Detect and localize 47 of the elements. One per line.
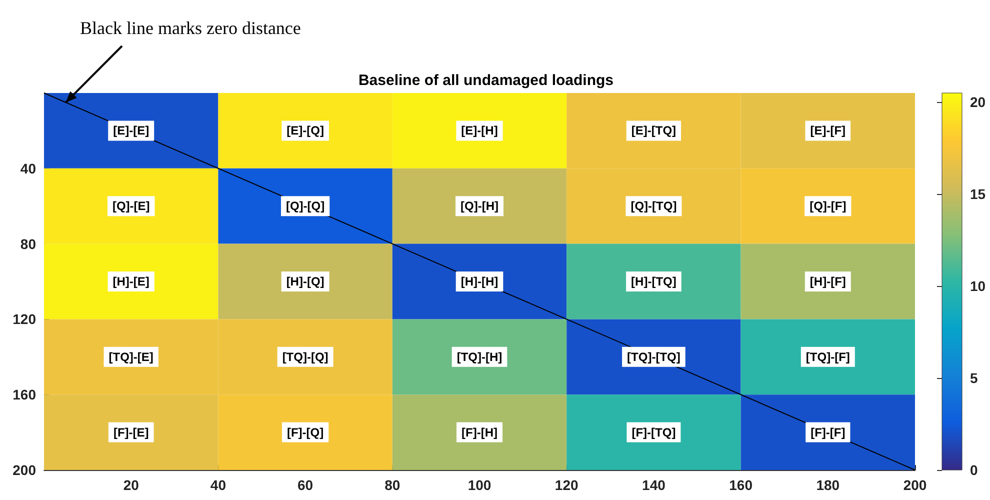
x-tick-label: 200 xyxy=(903,477,927,493)
y-tick-label: 200 xyxy=(12,462,36,478)
data-label: [Q]-[TQ] xyxy=(630,199,677,214)
color-bar-label: 20 xyxy=(970,94,986,110)
data-label: [E]-[H] xyxy=(461,124,498,138)
data-label: [E]-[E] xyxy=(113,124,150,138)
data-label: [Q]-[Q] xyxy=(286,199,325,214)
data-label: [H]-[Q] xyxy=(286,274,324,288)
data-label: [H]-[F] xyxy=(810,274,846,288)
data-label: [TQ]-[F] xyxy=(806,350,850,364)
data-label: [H]-[TQ] xyxy=(631,274,676,288)
color-bar-label: 0 xyxy=(970,462,978,478)
data-label: [E]-[F] xyxy=(810,124,846,138)
data-label: [F]-[E] xyxy=(113,425,149,440)
data-label: [E]-[TQ] xyxy=(631,124,676,138)
data-label: [TQ]-[Q] xyxy=(282,350,328,364)
data-label: [TQ]-[E] xyxy=(108,350,154,364)
data-label: [F]-[Q] xyxy=(286,425,324,440)
color-bar-label: 15 xyxy=(970,186,986,202)
x-tick-label: 160 xyxy=(729,477,753,493)
data-label: [H]-[H] xyxy=(460,274,498,288)
color-bar-label: 10 xyxy=(970,278,986,294)
x-tick-label: 20 xyxy=(123,477,140,493)
data-label: [E]-[Q] xyxy=(286,124,324,138)
data-label: [TQ]-[H] xyxy=(456,350,502,364)
data-label: [Q]-[E] xyxy=(112,199,150,214)
x-tick-label: 120 xyxy=(554,477,578,493)
x-tick-label: 80 xyxy=(384,477,400,493)
x-tick-label: 100 xyxy=(468,477,492,493)
x-tick-label: 60 xyxy=(298,477,314,493)
y-tick-label: 120 xyxy=(12,311,36,328)
data-label: [Q]-[F] xyxy=(810,199,846,214)
x-tick-label: 180 xyxy=(816,477,840,493)
data-label: [F]-[H] xyxy=(462,425,498,440)
data-label: [TQ]-[TQ] xyxy=(627,350,680,364)
data-label: [Q]-[H] xyxy=(460,199,498,214)
y-tick-label: 160 xyxy=(12,386,36,403)
data-label: [F]-[F] xyxy=(810,425,846,440)
y-tick-label: 40 xyxy=(20,160,36,176)
data-label: [H]-[E] xyxy=(112,274,150,288)
data-label: [F]-[TQ] xyxy=(632,425,676,440)
chart-title: Baseline of all undamaged loadings xyxy=(358,72,614,89)
annotation: Black line marks zero distance xyxy=(80,18,301,39)
x-tick-label: 140 xyxy=(642,477,666,493)
color-bar-label: 5 xyxy=(970,370,978,386)
y-tick-label: 80 xyxy=(20,236,36,252)
x-tick-label: 40 xyxy=(210,477,226,493)
